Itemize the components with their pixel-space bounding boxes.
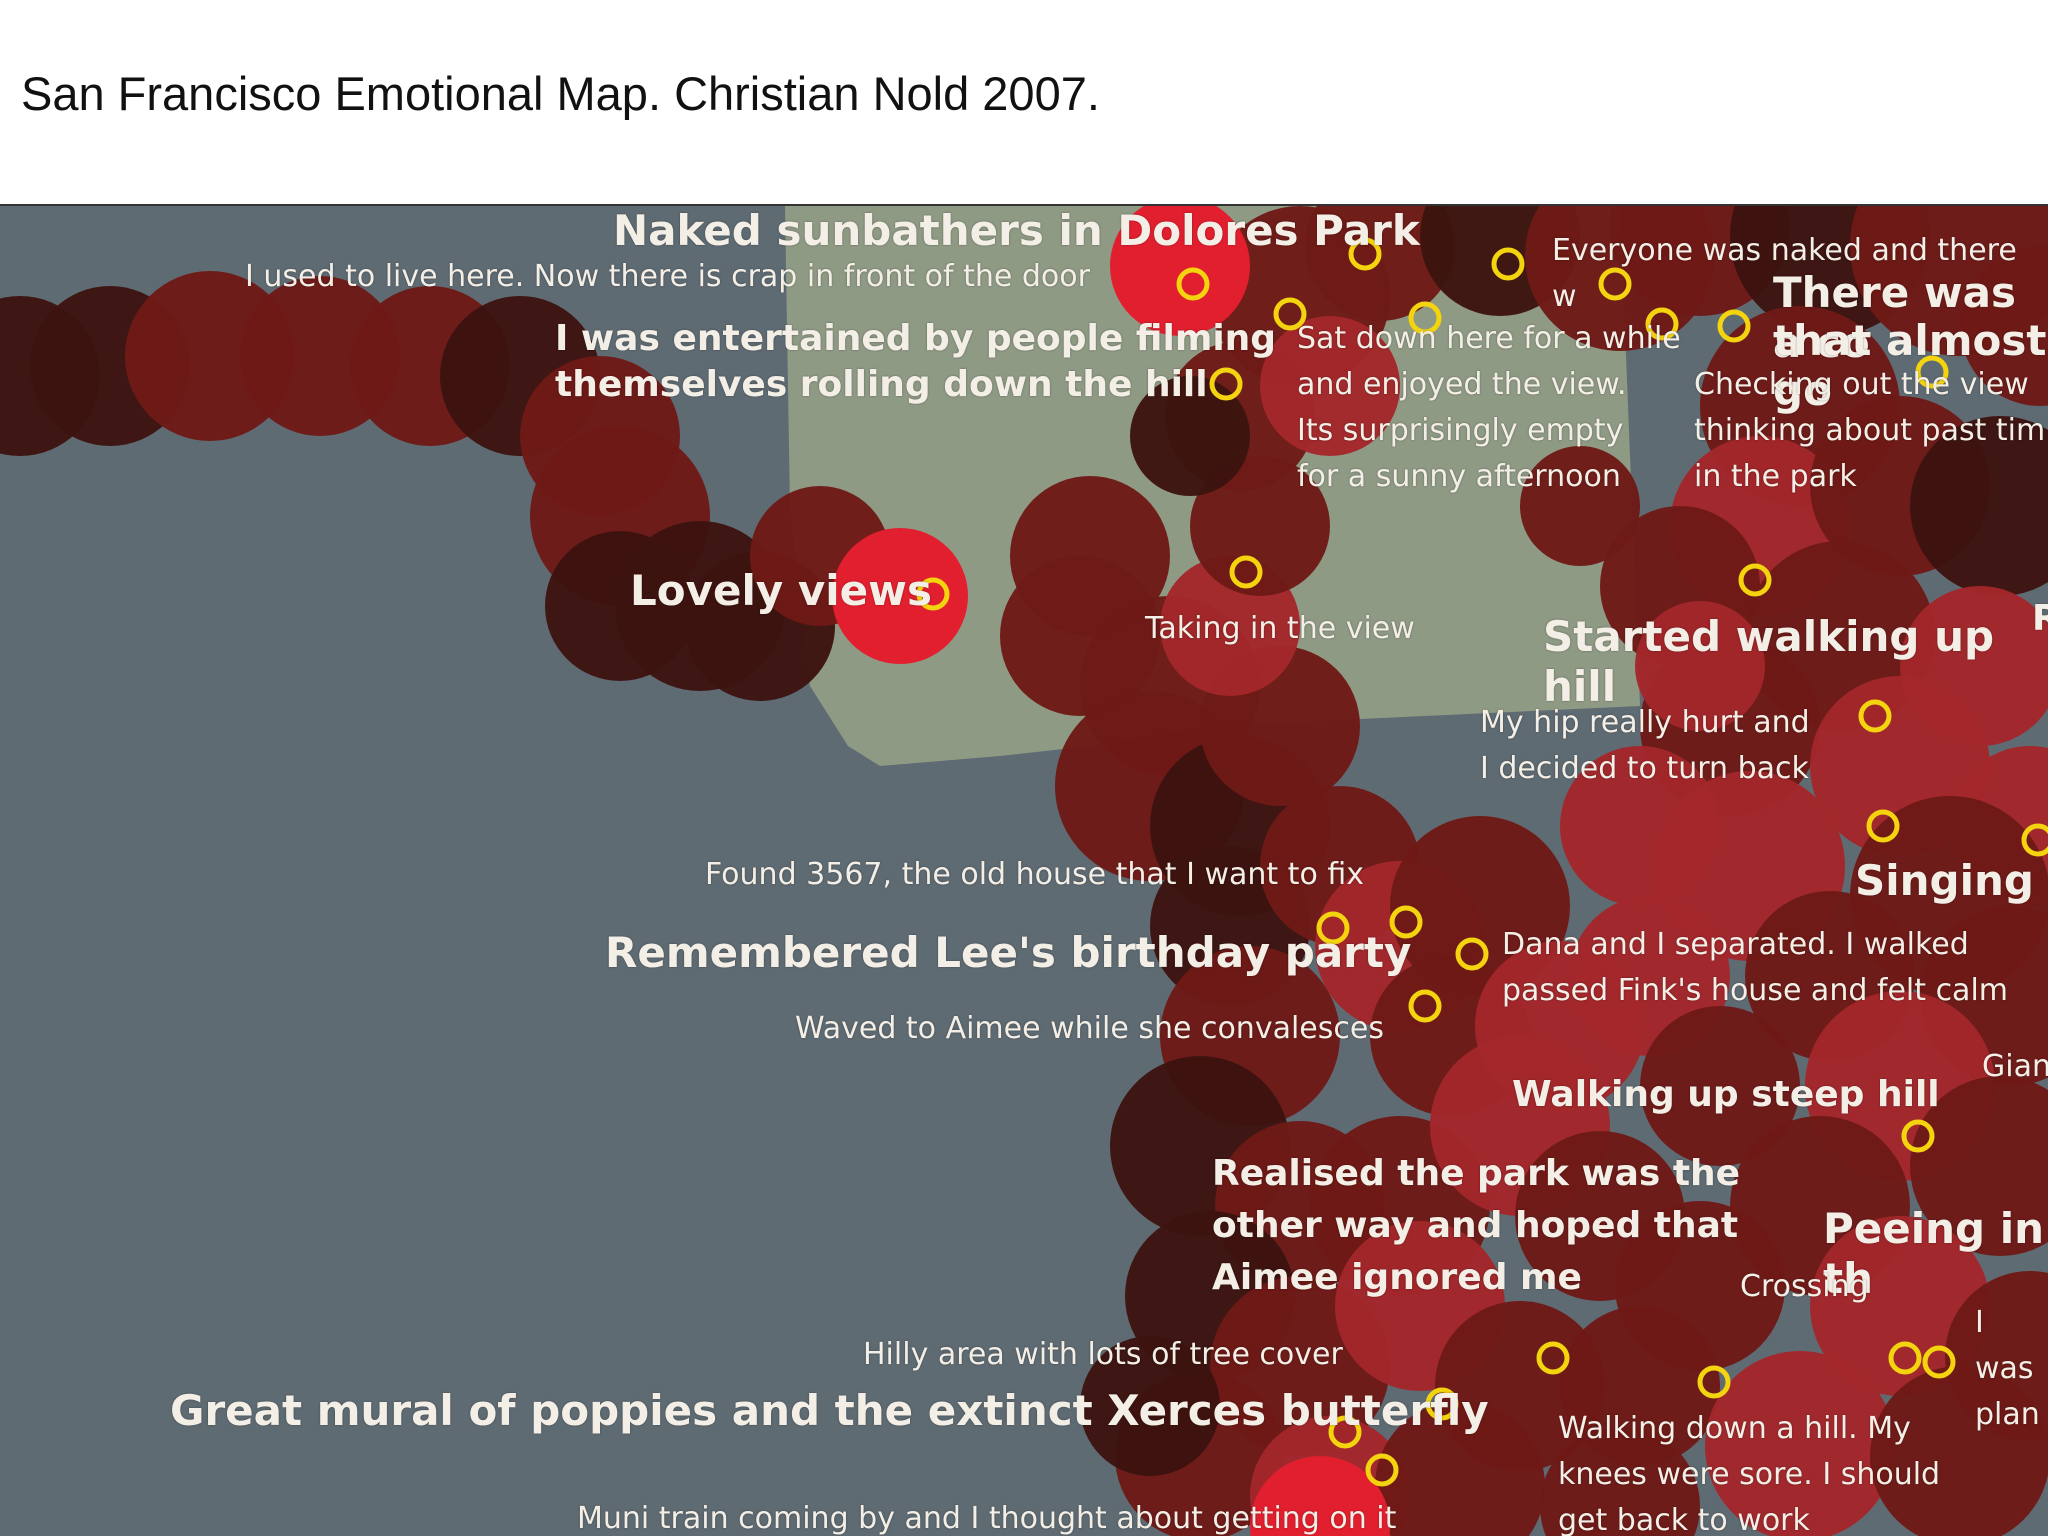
event-marker-icon[interactable] — [1389, 905, 1423, 939]
map-caption: San Francisco Emotional Map. Christian N… — [21, 67, 1100, 120]
label-hip-hurt: My hip really hurt and I decided to turn… — [1480, 705, 1810, 786]
label-lees-birthday: Remembered Lee's birthday party — [605, 928, 1412, 977]
label-great-mural: Great mural of poppies and the extinct X… — [170, 1386, 1489, 1435]
event-marker-icon[interactable] — [1645, 307, 1679, 341]
label-gian: Gian — [1982, 1049, 2048, 1084]
label-used-to-live: I used to live here. Now there is crap i… — [245, 259, 1090, 294]
label-entertained: I was entertained by people filming them… — [555, 318, 1277, 405]
event-marker-icon[interactable] — [1491, 247, 1525, 281]
label-i-was-plan: I was plan — [1975, 1305, 2040, 1432]
event-marker-icon[interactable] — [1922, 1345, 1956, 1379]
label-singing: Singing — [1855, 856, 2034, 905]
event-marker-icon[interactable] — [1888, 1341, 1922, 1375]
event-marker-icon[interactable] — [916, 577, 950, 611]
arousal-circle — [1375, 1401, 1545, 1536]
label-waved-aimee: Waved to Aimee while she convalesces — [795, 1011, 1384, 1046]
event-marker-icon[interactable] — [2021, 823, 2048, 857]
event-marker-icon[interactable] — [1408, 301, 1442, 335]
label-edge-r: R — [2032, 598, 2048, 639]
label-found-3567: Found 3567, the old house that I want to… — [705, 857, 1364, 892]
label-started-walking: Started walking up hill — [1543, 612, 1995, 711]
event-marker-icon[interactable] — [1176, 267, 1210, 301]
event-marker-icon[interactable] — [1408, 989, 1442, 1023]
arousal-circle — [1305, 206, 1455, 321]
label-hilly-area: Hilly area with lots of tree cover — [863, 1337, 1343, 1372]
arousal-circle — [1705, 1351, 1895, 1536]
arousal-circle — [1080, 1336, 1220, 1476]
event-marker-icon[interactable] — [1348, 237, 1382, 271]
arousal-circle — [1110, 206, 1250, 336]
event-marker-icon[interactable] — [1209, 367, 1243, 401]
label-everyone-naked: Everyone was naked and there w — [1552, 233, 2017, 314]
label-naked-sunbathers: Naked sunbathers in Dolores Park — [613, 206, 1420, 255]
arousal-circles — [0, 206, 2048, 1536]
arousal-circle — [1520, 446, 1640, 566]
arousal-circle — [1260, 316, 1400, 456]
label-dana-separated: Dana and I separated. I walked passed Fi… — [1502, 927, 2009, 1008]
event-marker-icon[interactable] — [1717, 309, 1751, 343]
label-lovely-views: Lovely views — [630, 566, 932, 615]
arousal-circle — [1960, 246, 2048, 406]
arousal-circle — [1540, 1426, 1700, 1536]
arousal-circle — [1910, 416, 2048, 596]
arousal-circle — [1635, 601, 1765, 731]
arousal-circle — [545, 531, 695, 681]
event-markers — [916, 237, 2048, 1487]
event-marker-icon[interactable] — [1273, 297, 1307, 331]
label-that-almost: that almost go — [1773, 316, 2047, 415]
label-muni-train: Muni train coming by and I thought about… — [577, 1501, 1397, 1536]
event-marker-icon[interactable] — [1229, 555, 1263, 589]
event-marker-icon[interactable] — [1455, 937, 1489, 971]
arousal-circle — [1560, 1306, 1720, 1466]
map-top-border — [0, 204, 2048, 207]
label-peeing: Peeing in th — [1823, 1204, 2045, 1303]
label-checking-out: Checking out the view thinking about pas… — [1694, 367, 2046, 494]
map-canvas — [0, 206, 2048, 1536]
arousal-circle — [1870, 1366, 2048, 1536]
event-marker-icon[interactable] — [1738, 563, 1772, 597]
arousal-circle — [1910, 1076, 2048, 1256]
label-taking-in-view: Taking in the view — [1145, 611, 1415, 646]
event-marker-icon[interactable] — [1858, 699, 1892, 733]
label-crossing: Crossing — [1740, 1269, 1869, 1304]
event-marker-icon[interactable] — [1328, 1415, 1362, 1449]
event-marker-icon[interactable] — [1316, 911, 1350, 945]
emotional-map[interactable]: Naked sunbathers in Dolores Park I used … — [0, 206, 2048, 1536]
arousal-circle — [1250, 1456, 1390, 1536]
arousal-circle — [1130, 376, 1250, 496]
event-marker-icon[interactable] — [1901, 1119, 1935, 1153]
event-marker-icon[interactable] — [1866, 809, 1900, 843]
label-walking-steep: Walking up steep hill — [1512, 1074, 1940, 1115]
label-realised-park: Realised the park was the other way and … — [1212, 1153, 1741, 1298]
event-marker-icon[interactable] — [1536, 1341, 1570, 1375]
arousal-circle — [1190, 456, 1330, 596]
event-marker-icon[interactable] — [1915, 355, 1949, 389]
event-marker-icon[interactable] — [1425, 1387, 1459, 1421]
label-there-was-a-co: There was a co — [1773, 268, 2016, 367]
label-walking-down: Walking down a hill. My knees were sore.… — [1558, 1411, 1941, 1536]
arousal-circle — [832, 528, 968, 664]
label-sat-down: Sat down here for a while and enjoyed th… — [1297, 321, 1681, 494]
event-marker-icon[interactable] — [1365, 1453, 1399, 1487]
event-marker-icon[interactable] — [1598, 267, 1632, 301]
event-marker-icon[interactable] — [1697, 1365, 1731, 1399]
arousal-circle — [1640, 1006, 1800, 1166]
